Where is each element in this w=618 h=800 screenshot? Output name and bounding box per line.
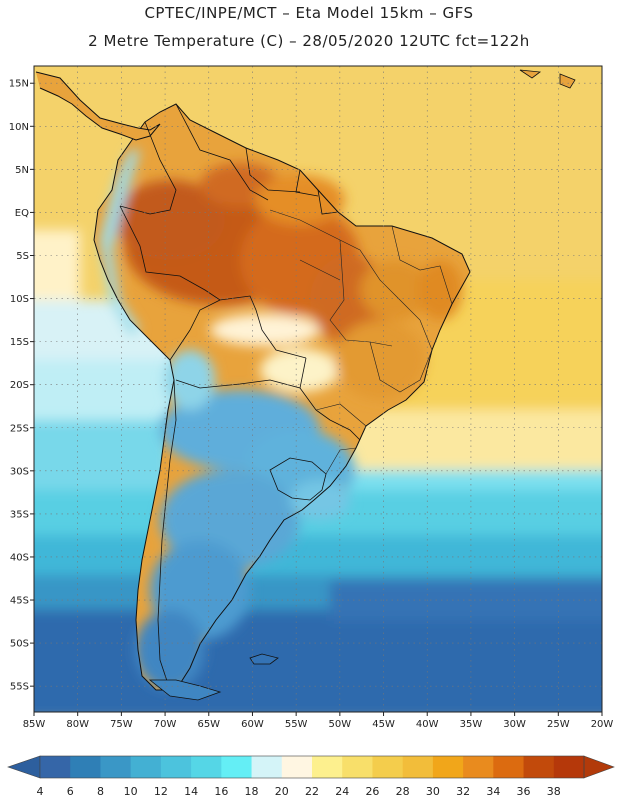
caribbean-islands [519, 69, 576, 89]
colorbar-swatch [281, 756, 313, 778]
lat-tick-label: 25S [10, 423, 29, 434]
colorbar-label: 14 [184, 785, 198, 798]
colorbar-label: 38 [547, 785, 561, 798]
falkland-islands [249, 653, 279, 665]
lon-tick-label: 20W [591, 719, 614, 730]
lat-tick-label: 15S [10, 337, 29, 348]
lat-tick-label: 20S [10, 380, 29, 391]
lat-tick-label: 10S [10, 294, 29, 305]
lon-tick-label: 80W [66, 719, 89, 730]
colorbar-label: 6 [67, 785, 74, 798]
latitude-axis: 15N 10N 5N EQ 5S 10S 15S 20S 25S 30S 35S 40S 45S 50S 5… [9, 79, 34, 693]
colorbar-swatch [312, 756, 343, 778]
graticule [33, 66, 603, 712]
lat-tick-label: EQ [15, 208, 29, 219]
colorbar-label: 18 [245, 785, 259, 798]
colorbar-swatch [40, 756, 71, 778]
lat-tick-label: 10N [9, 122, 29, 133]
lon-tick-label: 45W [372, 719, 395, 730]
longitude-axis: 85W 80W 75W 70W 65W 60W 55W 50W 45W 40W 35W 30W 25W 2… [23, 712, 614, 730]
lon-tick-label: 35W [460, 719, 483, 730]
colorbar-swatch [191, 756, 222, 778]
colorbar-label: 30 [426, 785, 440, 798]
lon-tick-label: 30W [503, 719, 526, 730]
colorbar-label: 24 [335, 785, 349, 798]
lat-tick-label: 40S [10, 552, 29, 563]
country-borders [119, 103, 361, 691]
colorbar-swatch [160, 756, 192, 778]
lat-tick-label: 5N [15, 165, 29, 176]
colorbar-swatch [553, 756, 585, 778]
colorbar-label: 34 [486, 785, 500, 798]
lon-tick-label: 75W [110, 719, 133, 730]
lat-tick-label: 30S [10, 466, 29, 477]
lat-tick-label: 50S [10, 639, 29, 650]
colorbar-label: 32 [456, 785, 470, 798]
colorbar-label: 4 [37, 785, 44, 798]
lon-tick-label: 40W [416, 719, 439, 730]
lat-tick-label: 35S [10, 509, 29, 520]
lon-tick-label: 70W [154, 719, 177, 730]
colorbar-swatch [70, 756, 101, 778]
colorbar-low-arrow [7, 755, 41, 779]
colorbar-swatch [100, 756, 132, 778]
colorbar-swatch [523, 756, 555, 778]
colorbar: 4 6 8 10 12 14 16 18 20 22 24 26 28 30 32 34 36 38 [7, 755, 615, 798]
colorbar-swatch [372, 756, 404, 778]
lat-tick-label: 45S [10, 596, 29, 607]
colorbar-frame [39, 755, 585, 779]
lon-tick-label: 85W [23, 719, 46, 730]
coastline [93, 103, 471, 691]
temperature-field [34, 66, 602, 712]
colorbar-swatch [251, 756, 283, 778]
colorbar-swatch [463, 756, 494, 778]
colorbar-swatch [432, 756, 464, 778]
map-frame [33, 65, 603, 713]
colorbar-label: 12 [154, 785, 168, 798]
lon-tick-label: 65W [197, 719, 220, 730]
colorbar-swatch [130, 756, 162, 778]
colorbar-label: 22 [305, 785, 319, 798]
central-america [35, 71, 161, 141]
colorbar-label: 16 [214, 785, 228, 798]
lat-tick-label: 55S [10, 682, 29, 693]
state-borders [269, 209, 453, 475]
lon-tick-label: 50W [329, 719, 352, 730]
lat-tick-label: 5S [16, 251, 29, 262]
colorbar-swatch [342, 756, 373, 778]
colorbar-label: 26 [365, 785, 379, 798]
colorbar-label: 28 [396, 785, 410, 798]
colorbar-high-arrow [583, 755, 615, 779]
lon-tick-label: 55W [285, 719, 308, 730]
colorbar-label: 10 [124, 785, 138, 798]
colorbar-swatch [221, 756, 253, 778]
map-subtitle: 2 Metre Temperature (C) – 28/05/2020 12U… [88, 32, 530, 50]
colorbar-swatch [493, 756, 525, 778]
map-title: CPTEC/INPE/MCT – Eta Model 15km – GFS [144, 4, 474, 22]
colorbar-swatch [402, 756, 434, 778]
lon-tick-label: 25W [547, 719, 570, 730]
colorbar-label: 36 [517, 785, 531, 798]
lon-tick-label: 60W [241, 719, 264, 730]
tierra-del-fuego [148, 679, 222, 701]
colorbar-label: 8 [97, 785, 104, 798]
colorbar-label: 20 [275, 785, 289, 798]
lat-tick-label: 15N [9, 79, 29, 90]
